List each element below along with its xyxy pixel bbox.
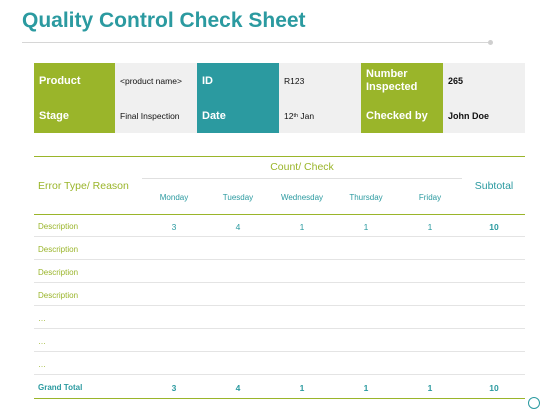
day-header-friday: Friday <box>418 193 442 202</box>
table-row: Description <box>34 261 525 283</box>
total-value: 4 <box>235 383 241 393</box>
count-check-header: Count/ Check <box>270 161 334 173</box>
total-value: 1 <box>299 383 305 393</box>
table-row: Description <box>34 238 525 260</box>
stage-value: Final Inspection <box>115 98 197 133</box>
slide-corner-circle-icon <box>528 397 540 409</box>
stage-label: Stage <box>34 98 115 133</box>
header-bottom-rule <box>34 214 525 215</box>
cell-value: 3 <box>171 222 177 232</box>
row-label: … <box>38 314 46 323</box>
checked-by-label: Checked by <box>361 98 443 133</box>
table-row: … <box>34 330 525 352</box>
total-value: 3 <box>171 383 177 393</box>
day-header-tuesday: Tuesday <box>222 193 254 202</box>
table-bottom-rule <box>34 398 525 399</box>
grand-total-row: Grand Total 3 4 1 1 1 10 <box>34 376 525 398</box>
day-header-monday: Monday <box>159 193 189 202</box>
table-row: Description <box>34 284 525 306</box>
day-header-wednesday: Wednesday <box>280 193 324 202</box>
table-top-rule <box>34 156 525 157</box>
cell-value: 1 <box>363 222 369 232</box>
table-row: … <box>34 353 525 375</box>
row-subtotal: 10 <box>489 222 499 232</box>
cell-value: 1 <box>299 222 305 232</box>
row-divider <box>34 328 525 329</box>
row-divider <box>34 305 525 306</box>
row-label: Description <box>38 245 79 254</box>
table-row: … <box>34 307 525 329</box>
title-divider-dot <box>488 40 493 45</box>
row-label: … <box>38 337 46 346</box>
grand-total-subtotal: 10 <box>489 383 499 393</box>
cell-value: 1 <box>427 222 433 232</box>
total-value: 1 <box>427 383 433 393</box>
id-label: ID <box>197 63 279 98</box>
id-value: R123 <box>279 63 361 98</box>
day-header-thursday: Thursday <box>349 193 383 202</box>
number-inspected-label: Number Inspected <box>361 63 443 98</box>
count-check-divider <box>142 178 462 179</box>
table-row: Description 3 4 1 1 1 10 <box>34 215 525 237</box>
row-label: Description <box>38 222 79 231</box>
date-month: Jan <box>298 110 315 121</box>
row-label: Description <box>38 268 79 277</box>
info-grid: Product <product name> ID R123 Number In… <box>34 63 525 133</box>
total-value: 1 <box>363 383 369 393</box>
date-day: 12 <box>284 110 294 121</box>
page-title: Quality Control Check Sheet <box>22 9 306 32</box>
row-divider <box>34 351 525 352</box>
cell-value: 4 <box>235 222 241 232</box>
row-divider <box>34 374 525 375</box>
number-inspected-value: 265 <box>443 63 525 98</box>
date-suffix: th <box>293 112 299 119</box>
row-label: … <box>38 360 46 369</box>
title-divider <box>22 42 492 43</box>
error-type-header: Error Type/ Reason <box>38 180 129 192</box>
row-divider <box>34 282 525 283</box>
row-label: Description <box>38 291 79 300</box>
product-value: <product name> <box>115 63 197 98</box>
date-label: Date <box>197 98 279 133</box>
subtotal-header: Subtotal <box>474 180 514 192</box>
row-divider <box>34 236 525 237</box>
grand-total-label: Grand Total <box>38 383 83 392</box>
row-divider <box>34 259 525 260</box>
checked-by-value: John Doe <box>443 98 525 133</box>
product-label: Product <box>34 63 115 98</box>
